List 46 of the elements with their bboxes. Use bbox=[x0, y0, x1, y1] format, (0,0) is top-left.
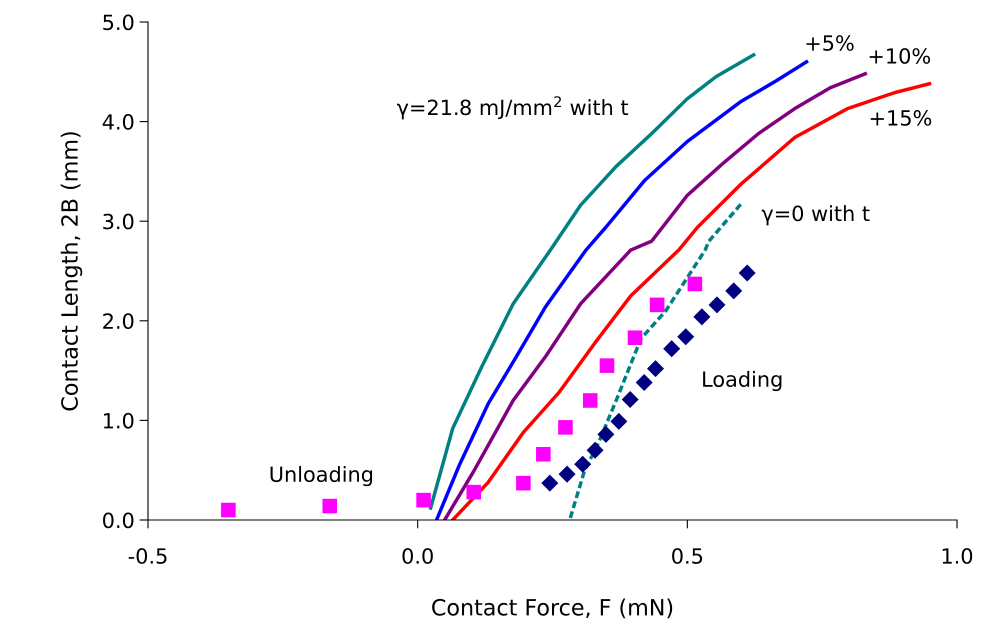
y-tick-label: 2.0 bbox=[103, 313, 134, 330]
y-tick-label: 1.0 bbox=[104, 412, 134, 429]
series-label: Loading bbox=[703, 370, 782, 392]
x-axis-title: Contact Force, F (mN) bbox=[432, 598, 672, 618]
point bbox=[688, 276, 702, 292]
point bbox=[677, 328, 694, 346]
point bbox=[622, 390, 639, 408]
point bbox=[536, 446, 551, 462]
point bbox=[725, 282, 742, 300]
point bbox=[574, 456, 592, 473]
point bbox=[466, 484, 482, 500]
point bbox=[221, 502, 236, 518]
point bbox=[708, 296, 726, 314]
series-label: +10% bbox=[870, 48, 930, 64]
point bbox=[636, 374, 653, 392]
point bbox=[628, 330, 642, 346]
point bbox=[597, 426, 614, 443]
y-tick-label: 4.0 bbox=[102, 114, 134, 130]
point bbox=[558, 420, 573, 435]
point bbox=[647, 360, 664, 378]
point bbox=[416, 492, 431, 508]
y-tick-label: 0.0 bbox=[103, 512, 134, 528]
y-tick-label: 5.0 bbox=[103, 14, 134, 30]
series-label: Unloading bbox=[270, 466, 372, 486]
point bbox=[322, 498, 338, 514]
point bbox=[586, 442, 604, 459]
series-label: +15% bbox=[870, 110, 932, 126]
point bbox=[663, 340, 680, 358]
point bbox=[610, 412, 628, 430]
series-label: γ=21.8 mJ/mm$^{2}$ with t bbox=[396, 96, 628, 120]
point bbox=[558, 466, 576, 483]
x-tick-label: 0.0 bbox=[402, 548, 433, 564]
point bbox=[582, 393, 598, 408]
point bbox=[738, 264, 756, 282]
y-tick-label: 3.0 bbox=[103, 214, 134, 230]
series-label: γ=0 with t bbox=[762, 205, 870, 226]
point bbox=[600, 358, 614, 373]
point bbox=[516, 476, 531, 490]
point bbox=[693, 308, 710, 326]
series-label: +5% bbox=[806, 35, 854, 51]
x-tick-label: 0.5 bbox=[672, 548, 702, 564]
y-axis-title: Contact Length, 2B (mm) bbox=[60, 132, 82, 410]
x-tick-label: 1.0 bbox=[942, 548, 972, 564]
point bbox=[541, 474, 558, 492]
x-tick-label: -0.5 bbox=[128, 548, 167, 564]
point bbox=[650, 298, 664, 312]
